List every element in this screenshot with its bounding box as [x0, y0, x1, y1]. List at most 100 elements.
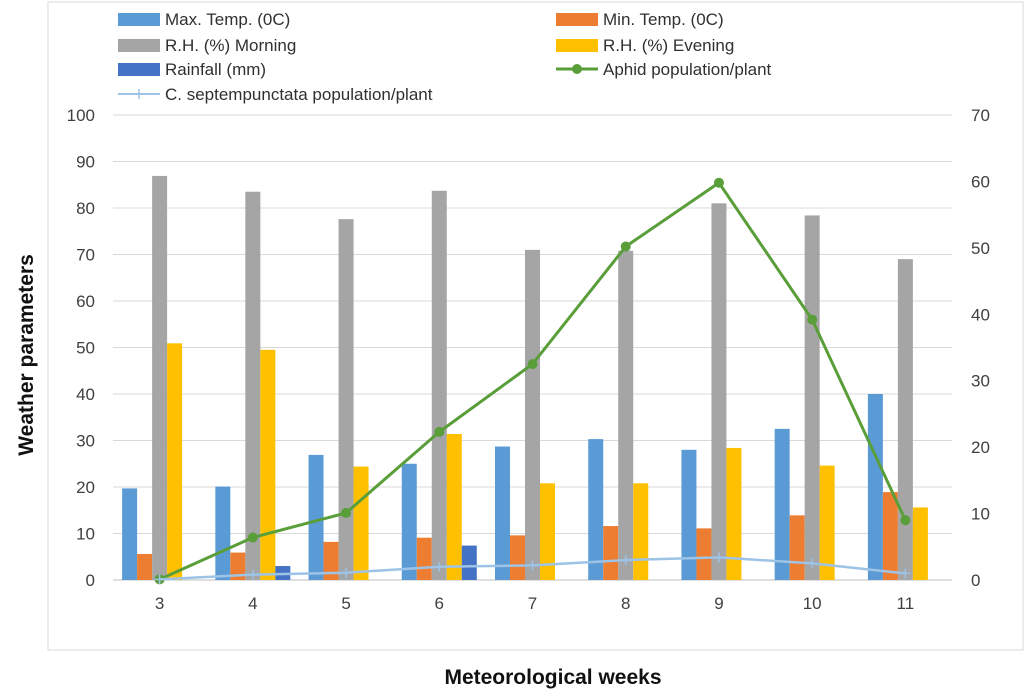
bar-r-h-morning	[711, 203, 727, 580]
x-tick-label: 4	[248, 594, 257, 613]
bar-max-temp-0c	[401, 463, 417, 580]
bar-r-h-morning	[618, 250, 634, 580]
y-tick-label: 40	[76, 385, 95, 404]
bar-r-h-morning	[804, 215, 820, 580]
line-series-group	[154, 177, 911, 585]
y-axis-title: Weather parameters	[15, 254, 38, 456]
legend-swatch-r-h-evening	[556, 39, 598, 52]
x-tick-label: 11	[897, 594, 915, 613]
legend-swatch-min-temp-0c	[556, 13, 598, 26]
legend-label-aphid-population-plant: Aphid population/plant	[603, 60, 772, 79]
y-tick-label: 70	[76, 246, 95, 265]
legend-label-max-temp-0c: Max. Temp. (0C)	[165, 10, 290, 29]
y-tick-label: 20	[76, 478, 95, 497]
x-tick-label: 7	[528, 594, 537, 613]
legend-swatch-max-temp-0c	[118, 13, 160, 26]
bar-r-h-morning	[897, 259, 913, 580]
point-c-septempunctata-population-plant	[247, 569, 258, 580]
x-axis-ticks: 3 4 5 6 7 8 9 10 11	[155, 594, 914, 613]
bar-r-h-morning	[245, 191, 261, 580]
bar-min-temp-0c	[416, 537, 432, 580]
bar-max-temp-0c	[774, 428, 790, 580]
bar-max-temp-0c	[588, 439, 604, 580]
legend-label-r-h-evening: R.H. (%) Evening	[603, 36, 734, 55]
bar-r-h-evening	[260, 349, 276, 580]
y2-tick-label: 30	[971, 372, 990, 391]
x-tick-label: 3	[155, 594, 164, 613]
point-aphid-population-plant	[713, 177, 724, 188]
bar-r-h-evening	[726, 447, 742, 580]
point-aphid-population-plant	[807, 314, 818, 325]
point-aphid-population-plant	[247, 532, 258, 543]
x-tick-label: 5	[341, 594, 350, 613]
bar-r-h-evening	[353, 466, 369, 580]
point-aphid-population-plant	[900, 515, 911, 526]
bar-min-temp-0c	[510, 535, 525, 580]
point-aphid-population-plant	[527, 359, 538, 370]
x-axis-title: Meteorological weeks	[444, 666, 661, 689]
y2-tick-label: 70	[971, 106, 990, 125]
x-tick-label: 9	[714, 594, 723, 613]
y2-tick-label: 10	[971, 505, 990, 524]
y-tick-label: 10	[76, 525, 95, 544]
y-tick-label: 30	[76, 432, 95, 451]
bar-max-temp-0c	[495, 446, 510, 580]
y-tick-label: 80	[76, 199, 95, 218]
bar-min-temp-0c	[230, 552, 246, 580]
point-c-septempunctata-population-plant	[527, 560, 538, 571]
bar-min-temp-0c	[323, 541, 339, 580]
bar-r-h-morning	[338, 219, 354, 580]
bar-min-temp-0c	[882, 492, 898, 580]
legend-label-min-temp-0c: Min. Temp. (0C)	[603, 10, 724, 29]
legend-swatch-rainfall-mm	[118, 63, 160, 76]
bar-r-h-evening	[633, 483, 649, 580]
bar-series-group	[122, 175, 928, 581]
point-c-septempunctata-population-plant	[341, 567, 352, 578]
y2-tick-label: 0	[971, 571, 980, 590]
y2-tick-label: 60	[971, 172, 990, 191]
legend-marker-c-septempunctata-population-plant	[134, 89, 144, 99]
bar-r-h-morning	[525, 249, 540, 580]
bar-r-h-morning	[431, 190, 447, 581]
point-c-septempunctata-population-plant	[807, 558, 818, 569]
y-tick-label: 100	[67, 106, 95, 125]
point-c-septempunctata-population-plant	[434, 561, 445, 572]
legend-label-r-h-morning: R.H. (%) Morning	[165, 36, 296, 55]
bar-min-temp-0c	[789, 515, 805, 580]
bar-r-h-evening	[446, 433, 462, 580]
legend-swatch-r-h-morning	[118, 39, 160, 52]
legend-marker-aphid-population-plant	[572, 64, 582, 74]
x-tick-label: 8	[621, 594, 630, 613]
point-aphid-population-plant	[341, 507, 352, 518]
y2-tick-label: 20	[971, 438, 990, 457]
y2-tick-label: 50	[971, 239, 990, 258]
y-axis-ticks: 0 10 20 30 40 50 60 70 80 90 100	[67, 106, 95, 590]
y-tick-label: 90	[76, 153, 95, 172]
x-tick-label: 10	[803, 594, 822, 613]
legend: Max. Temp. (0C) Min. Temp. (0C) R.H. (%) M…	[118, 10, 772, 104]
point-c-septempunctata-population-plant	[620, 555, 631, 566]
y2-axis-ticks: 0 10 20 30 40 50 60 70	[971, 106, 990, 590]
bar-max-temp-0c	[122, 488, 138, 580]
point-c-septempunctata-population-plant	[713, 552, 724, 563]
y2-tick-label: 40	[971, 305, 990, 324]
legend-label-c-septempunctata-population-plant: C. septempunctata population/plant	[165, 85, 433, 104]
y-tick-label: 50	[76, 339, 95, 358]
point-aphid-population-plant	[620, 241, 631, 252]
point-c-septempunctata-population-plant	[900, 568, 911, 579]
bar-r-h-evening	[912, 507, 928, 580]
bar-r-h-evening	[540, 483, 555, 580]
bar-max-temp-0c	[215, 486, 231, 580]
point-aphid-population-plant	[434, 426, 445, 437]
bar-max-temp-0c	[867, 394, 883, 580]
bar-max-temp-0c	[681, 449, 697, 580]
point-c-septempunctata-population-plant	[154, 574, 165, 585]
bar-r-h-evening	[167, 343, 183, 580]
legend-label-rainfall-mm: Rainfall (mm)	[165, 60, 266, 79]
bar-max-temp-0c	[308, 454, 324, 580]
bar-rainfall-mm	[461, 545, 477, 580]
bar-r-h-evening	[819, 465, 835, 580]
y-tick-label: 60	[76, 292, 95, 311]
y-tick-label: 0	[86, 571, 95, 590]
